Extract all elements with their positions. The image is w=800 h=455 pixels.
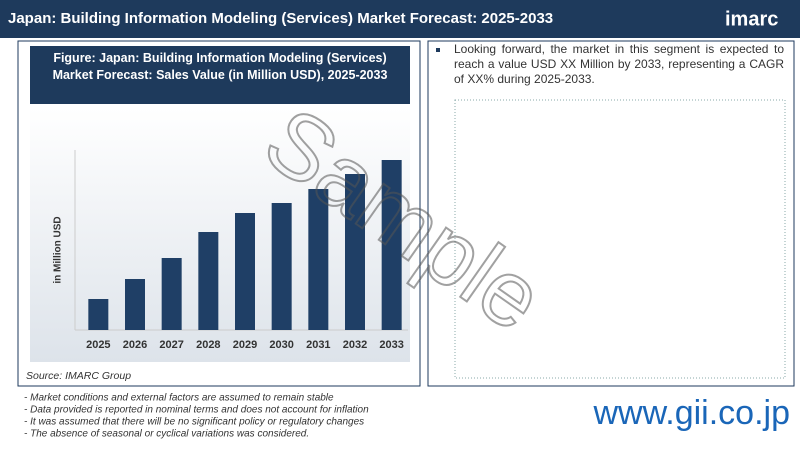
x-tick-label: 2033 <box>379 339 403 351</box>
website: www.gii.co.jp <box>592 394 790 432</box>
x-tick-label: 2029 <box>233 339 257 351</box>
header-title: Japan: Building Information Modeling (Se… <box>8 10 553 27</box>
bar <box>125 279 145 330</box>
figure-title-wrap: Figure: Japan: Building Information Mode… <box>52 51 388 82</box>
x-tick-label: 2026 <box>123 339 147 351</box>
figure-title: Figure: Japan: Building Information Mode… <box>52 51 388 82</box>
logo: imarc <box>725 8 778 30</box>
x-tick-label: 2028 <box>196 339 220 351</box>
x-tick-label: 2031 <box>306 339 330 351</box>
bar <box>235 213 255 330</box>
footer <box>18 390 794 446</box>
x-tick-label: 2030 <box>269 339 293 351</box>
bar <box>308 189 329 330</box>
chart-panel <box>17 40 421 387</box>
figure-title-box <box>30 46 410 104</box>
source: Source: IMARC Group <box>26 370 131 382</box>
bar <box>88 299 109 330</box>
notes: - Market conditions and external factors… <box>24 393 369 440</box>
bar <box>161 258 182 330</box>
x-tick-label: 2025 <box>86 339 110 351</box>
bar <box>381 160 402 330</box>
x-tick-label: 2027 <box>159 339 183 351</box>
summary-text: Looking forward, the market in this segm… <box>454 42 784 86</box>
note: - The absence of seasonal or cyclical va… <box>24 429 309 440</box>
bar <box>345 174 365 330</box>
x-tick-label: 2032 <box>343 339 367 351</box>
bar <box>198 232 219 330</box>
bullet <box>436 48 440 52</box>
header-bar <box>0 0 800 38</box>
note: - It was assumed that there will be no s… <box>24 417 364 428</box>
bar <box>271 203 292 330</box>
note: - Data provided is reported in nominal t… <box>24 405 369 416</box>
summary-wrap: Looking forward, the market in this segm… <box>454 42 784 86</box>
summary-panel <box>427 40 795 387</box>
placeholder-box <box>454 99 786 379</box>
bars: 2025 2026 2027 2028 2029 2030 2031 2032 2033 <box>86 160 404 351</box>
y-axis-label: in Million USD <box>53 216 64 283</box>
note: - Market conditions and external factors… <box>24 393 334 404</box>
